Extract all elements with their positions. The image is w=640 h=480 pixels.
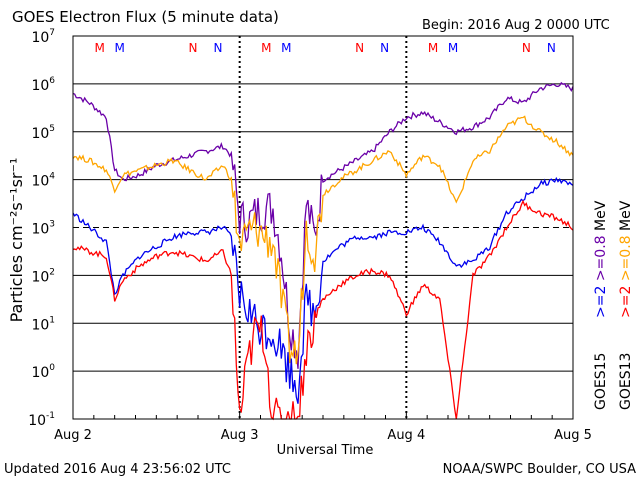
series-layer bbox=[72, 81, 574, 421]
orbit-marker: M bbox=[448, 41, 458, 55]
begin-label: Begin: 2016 Aug 2 0000 UTC bbox=[422, 18, 610, 33]
legend: GOES15 >=2 >=0.8 MeV GOES13 >=2 >=0.8 MeV bbox=[593, 200, 634, 410]
orbit-marker: N bbox=[355, 41, 364, 55]
orbit-marker: N bbox=[380, 41, 389, 55]
y-axis-label: Particles cm⁻²s⁻¹sr⁻¹ bbox=[7, 158, 26, 323]
footer-source: NOAA/SWPC Boulder, CO USA bbox=[443, 462, 636, 477]
orbit-marker: N bbox=[522, 41, 531, 55]
y-tick-label: 10-1 bbox=[28, 411, 55, 429]
y-tick-label: 105 bbox=[31, 124, 55, 142]
orbit-marker: M bbox=[281, 41, 291, 55]
x-tick-labels: Aug 2 Aug 3 Aug 4 Aug 5 bbox=[54, 428, 592, 443]
y-tick-labels: 10-1 100 101 102 103 104 105 106 107 bbox=[28, 28, 55, 429]
y-tick-label: 106 bbox=[31, 76, 55, 94]
footer-updated: Updated 2016 Aug 4 23:56:02 UTC bbox=[4, 462, 231, 477]
orbit-marker: N bbox=[547, 41, 556, 55]
orbit-marker: M bbox=[428, 41, 438, 55]
series-line bbox=[72, 115, 574, 365]
orbit-marker: N bbox=[189, 41, 198, 55]
series-line bbox=[72, 199, 574, 421]
y-tick-label: 102 bbox=[31, 267, 55, 285]
orbit-marker: M bbox=[94, 41, 104, 55]
y-tick-label: 104 bbox=[31, 172, 55, 190]
x-tick-label: Aug 2 bbox=[54, 428, 92, 443]
legend-satellite: GOES13 bbox=[618, 353, 634, 410]
legend-satellite: GOES15 bbox=[593, 353, 609, 410]
x-tick-label: Aug 3 bbox=[221, 428, 259, 443]
series-line bbox=[72, 176, 574, 404]
orbit-marker: N bbox=[214, 41, 223, 55]
orbit-marker: M bbox=[261, 41, 271, 55]
legend-energies: >=2 >=0.8 MeV bbox=[593, 200, 609, 318]
legend-energies: >=2 >=0.8 MeV bbox=[618, 200, 634, 318]
x-axis-label: Universal Time bbox=[277, 443, 374, 458]
y-tick-label: 103 bbox=[31, 220, 55, 238]
y-tick-label: 100 bbox=[31, 363, 55, 381]
y-tick-label: 101 bbox=[31, 315, 55, 333]
plot-frame bbox=[72, 35, 574, 420]
y-tick-label: 107 bbox=[31, 28, 55, 46]
series-line bbox=[72, 81, 574, 369]
x-tick-label: Aug 4 bbox=[387, 428, 425, 443]
orbit-marker: M bbox=[114, 41, 124, 55]
grid-lines bbox=[72, 36, 574, 419]
x-tick-label: Aug 5 bbox=[554, 428, 592, 443]
chart-title: GOES Electron Flux (5 minute data) bbox=[12, 8, 279, 26]
